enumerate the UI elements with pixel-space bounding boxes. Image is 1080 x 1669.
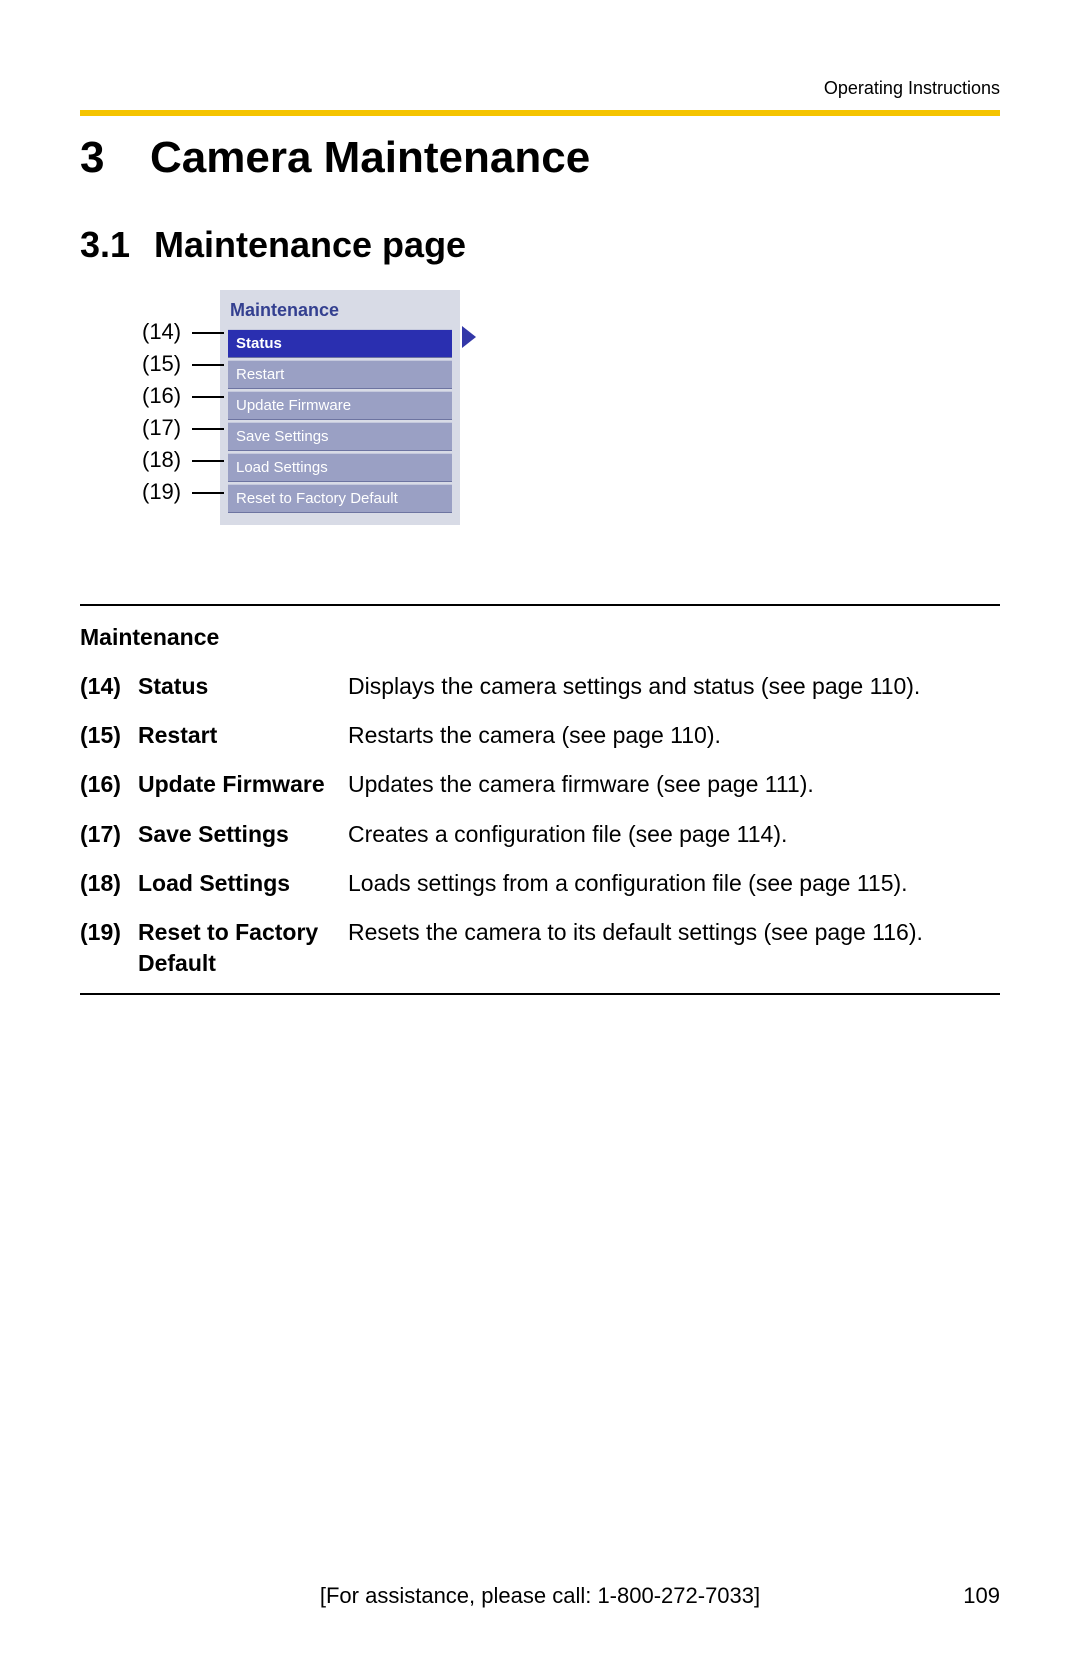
callout-number: (17): [142, 415, 181, 441]
callout-leader: [192, 396, 224, 398]
row-description: Loads settings from a configuration file…: [348, 868, 1000, 899]
row-description: Creates a configuration file (see page 1…: [348, 819, 1000, 850]
row-name: Reset to Factory Default: [138, 917, 348, 979]
callout-leader: [192, 492, 224, 494]
table-row: (19)Reset to Factory DefaultResets the c…: [80, 917, 1000, 979]
row-number: (16): [80, 769, 138, 800]
menu-panel-title: Maintenance: [220, 296, 460, 327]
table-row: (16)Update FirmwareUpdates the camera fi…: [80, 769, 1000, 800]
table-row: (14)StatusDisplays the camera settings a…: [80, 671, 1000, 702]
table-top-rule: [80, 604, 1000, 606]
row-description: Restarts the camera (see page 110).: [348, 720, 1000, 751]
callout-number: (14): [142, 319, 181, 345]
menu-item-status[interactable]: Status: [228, 329, 452, 358]
menu-item-restart[interactable]: Restart: [228, 360, 452, 389]
callout-number: (18): [142, 447, 181, 473]
maintenance-menu-panel: Maintenance StatusRestartUpdate Firmware…: [220, 290, 460, 525]
callout-number: (19): [142, 479, 181, 505]
description-table: (14)StatusDisplays the camera settings a…: [80, 671, 1000, 978]
callout-number: (16): [142, 383, 181, 409]
section-heading: 3.1Maintenance page: [80, 224, 1000, 266]
row-number: (14): [80, 671, 138, 702]
row-name: Status: [138, 671, 348, 702]
row-number: (17): [80, 819, 138, 850]
chapter-number: 3: [80, 134, 150, 182]
menu-item-update-firmware[interactable]: Update Firmware: [228, 391, 452, 420]
menu-arrow-icon: [462, 326, 476, 348]
footer-assistance: [For assistance, please call: 1-800-272-…: [0, 1583, 1080, 1609]
menu-item-save-settings[interactable]: Save Settings: [228, 422, 452, 451]
chapter-heading: 3Camera Maintenance: [80, 134, 1000, 182]
callout-leader: [192, 332, 224, 334]
row-number: (15): [80, 720, 138, 751]
menu-item-reset-to-factory-default[interactable]: Reset to Factory Default: [228, 484, 452, 513]
menu-item-load-settings[interactable]: Load Settings: [228, 453, 452, 482]
page-number: 109: [963, 1583, 1000, 1609]
callout-number: (15): [142, 351, 181, 377]
callout-leader: [192, 460, 224, 462]
page: Operating Instructions 3Camera Maintenan…: [0, 0, 1080, 1669]
row-number: (18): [80, 868, 138, 899]
table-bottom-rule: [80, 993, 1000, 995]
callout-leader: [192, 428, 224, 430]
table-row: (17)Save SettingsCreates a configuration…: [80, 819, 1000, 850]
row-description: Updates the camera firmware (see page 11…: [348, 769, 1000, 800]
row-name: Save Settings: [138, 819, 348, 850]
table-row: (18)Load SettingsLoads settings from a c…: [80, 868, 1000, 899]
row-name: Restart: [138, 720, 348, 751]
chapter-title: Camera Maintenance: [150, 133, 590, 182]
row-name: Update Firmware: [138, 769, 348, 800]
section-number: 3.1: [80, 224, 154, 266]
row-name: Load Settings: [138, 868, 348, 899]
section-title: Maintenance page: [154, 224, 466, 265]
table-row: (15)RestartRestarts the camera (see page…: [80, 720, 1000, 751]
row-number: (19): [80, 917, 138, 979]
callout-leader: [192, 364, 224, 366]
maintenance-menu-figure: Maintenance StatusRestartUpdate Firmware…: [160, 290, 500, 550]
row-description: Resets the camera to its default setting…: [348, 917, 1000, 979]
doc-title: Operating Instructions: [824, 78, 1000, 99]
table-title: Maintenance: [80, 624, 1000, 651]
top-yellow-rule: [80, 110, 1000, 116]
row-description: Displays the camera settings and status …: [348, 671, 1000, 702]
